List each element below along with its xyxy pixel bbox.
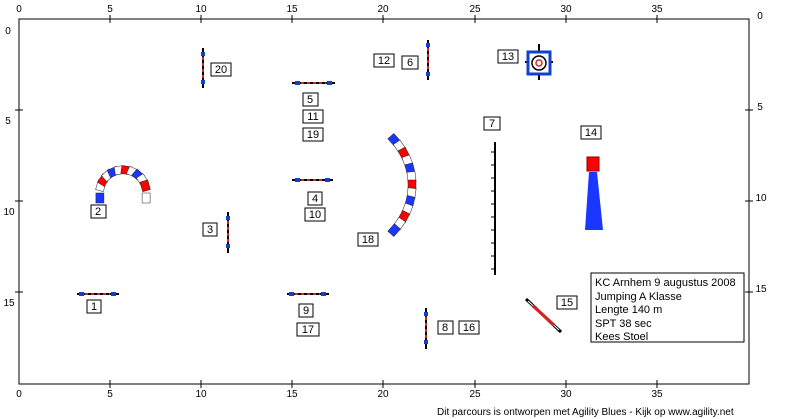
- label-12: 12: [378, 55, 390, 67]
- credit-line: Dit parcours is ontworpen met Agility Bl…: [437, 407, 734, 418]
- jump-4: [292, 178, 333, 182]
- jump-9: [287, 292, 329, 296]
- label-5: 5: [307, 94, 313, 106]
- axis-top: 0 5 10 15 20 25 30 35: [16, 4, 663, 15]
- jump-5: [292, 81, 335, 85]
- jump-1: [77, 292, 119, 296]
- axis-top-25: 25: [469, 4, 481, 15]
- axis-left-5: 5: [5, 116, 11, 127]
- jump-15: [524, 297, 563, 334]
- axis-right-10: 10: [755, 193, 767, 204]
- axis-left: 0 5 10 15: [3, 26, 15, 309]
- label-7: 7: [489, 118, 495, 130]
- axis-right-5: 5: [757, 102, 763, 113]
- label-20: 20: [215, 64, 227, 76]
- tunnel-segment: [95, 192, 105, 204]
- axis-left-0: 0: [5, 26, 11, 37]
- axis-bottom-15: 15: [286, 389, 298, 400]
- grid-ticks: [15, 15, 753, 388]
- tunnel-segment: [141, 192, 151, 204]
- axis-bottom-0: 0: [16, 389, 22, 400]
- axis-bottom-30: 30: [560, 389, 572, 400]
- label-17: 17: [302, 324, 314, 336]
- tunnel-18: [387, 133, 417, 237]
- jump-8: [424, 308, 428, 349]
- axis-top-15: 15: [286, 4, 298, 15]
- label-13: 13: [502, 51, 514, 63]
- axis-bottom-35: 35: [651, 389, 663, 400]
- course-info-box: KC Arnhem 9 augustus 2008 Jumping A Klas…: [590, 272, 745, 343]
- axis-left-10: 10: [3, 207, 15, 218]
- label-9: 9: [303, 305, 309, 317]
- label-11: 11: [307, 111, 318, 123]
- axis-top-10: 10: [195, 4, 207, 15]
- label-2: 2: [95, 206, 101, 218]
- axis-right: 0 5 10 15: [755, 11, 767, 295]
- label-15: 15: [561, 297, 573, 309]
- label-4: 4: [312, 193, 318, 205]
- label-1: 1: [91, 301, 97, 313]
- axis-top-20: 20: [377, 4, 389, 15]
- jump-3: [226, 212, 230, 253]
- label-16: 16: [463, 322, 475, 334]
- axis-left-15: 15: [3, 298, 15, 309]
- info-event: KC Arnhem 9 augustus 2008: [595, 277, 736, 289]
- axis-bottom-25: 25: [469, 389, 481, 400]
- tunnel-2: [95, 165, 151, 204]
- label-3: 3: [207, 224, 213, 236]
- label-8: 8: [442, 322, 448, 334]
- info-class: Jumping A Klasse: [595, 291, 682, 303]
- label-14: 14: [585, 127, 597, 139]
- label-6: 6: [407, 57, 413, 69]
- axis-bottom-5: 5: [107, 389, 113, 400]
- axis-top-35: 35: [651, 4, 663, 15]
- axis-right-15: 15: [755, 284, 767, 295]
- axis-bottom: 0 5 10 15 20 25 30 35: [16, 389, 663, 400]
- weave-poles-7: [491, 142, 496, 275]
- info-length: Lengte 140 m: [595, 304, 662, 316]
- table-13: [525, 44, 553, 80]
- axis-top-30: 30: [560, 4, 572, 15]
- label-10: 10: [309, 209, 321, 221]
- info-spt: SPT 38 sec: [595, 318, 652, 330]
- axis-bottom-10: 10: [195, 389, 207, 400]
- tunnel-segment: [387, 223, 401, 237]
- label-19: 19: [307, 129, 319, 141]
- tunnel-segment: [139, 179, 151, 193]
- number-labels: 20 12 6 13 5 11 19 7 14 4 10 2 3 18 1 9: [86, 49, 602, 337]
- axis-bottom-20: 20: [377, 389, 389, 400]
- label-18: 18: [362, 234, 374, 246]
- collapsed-tunnel-14: [585, 156, 603, 230]
- jump-6: [426, 40, 430, 80]
- axis-top-0: 0: [16, 4, 22, 15]
- info-judge: Kees Stoel: [595, 331, 648, 343]
- axis-top-5: 5: [107, 4, 113, 15]
- axis-right-0: 0: [757, 11, 763, 22]
- jump-20: [201, 48, 205, 88]
